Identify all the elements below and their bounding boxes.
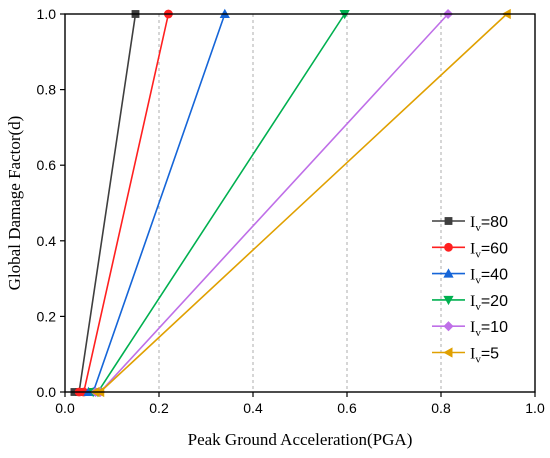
tick-layer: 0.0 0.2 0.4 0.6 0.8 1.0 0.0 0.2 0.4 0.6 0.8 1.0 bbox=[37, 6, 545, 416]
legend: Iv=80 Iv=60 Iv=40 Iv=20 Iv=10 Iv=5 bbox=[432, 214, 508, 366]
x-tick-label: 0.8 bbox=[431, 400, 451, 416]
plot-frame bbox=[64, 13, 536, 393]
legend-marker bbox=[443, 321, 454, 332]
legend-label: Iv=60 bbox=[470, 240, 508, 260]
legend-label: Iv=10 bbox=[470, 319, 508, 339]
x-axis-title: Peak Ground Acceleration(PGA) bbox=[188, 430, 413, 449]
y-axis-title: Global Damage Factor(d) bbox=[5, 116, 24, 291]
legend-marker bbox=[443, 347, 453, 358]
y-tick-label: 0.2 bbox=[37, 308, 57, 324]
series-4 bbox=[90, 8, 454, 398]
series-line bbox=[88, 13, 226, 393]
legend-marker bbox=[444, 242, 453, 252]
series-line bbox=[95, 13, 449, 393]
legend-item: Iv=60 bbox=[432, 240, 508, 260]
legend-label: Iv=5 bbox=[470, 346, 499, 366]
series-line bbox=[93, 13, 346, 393]
legend-item: Iv=20 bbox=[432, 293, 508, 313]
series-line bbox=[95, 13, 508, 393]
legend-label: Iv=80 bbox=[470, 214, 508, 234]
y-tick-label: 0.0 bbox=[37, 384, 57, 400]
y-tick-label: 0.6 bbox=[37, 157, 57, 173]
y-tick-label: 0.8 bbox=[37, 82, 57, 98]
legend-marker bbox=[443, 295, 454, 306]
series-line bbox=[79, 13, 170, 393]
y-tick-label: 0.4 bbox=[37, 233, 57, 249]
legend-marker bbox=[444, 217, 453, 225]
series-5 bbox=[90, 8, 511, 398]
grid-layer bbox=[158, 14, 442, 392]
x-tick-label: 1.0 bbox=[525, 400, 545, 416]
legend-item: Iv=80 bbox=[432, 214, 508, 234]
y-tick-label: 1.0 bbox=[37, 6, 57, 22]
legend-label: Iv=20 bbox=[470, 293, 508, 313]
legend-label: Iv=40 bbox=[470, 267, 508, 287]
x-tick-label: 0.6 bbox=[337, 400, 357, 416]
legend-marker bbox=[443, 268, 454, 278]
series-0 bbox=[70, 10, 140, 396]
x-tick-label: 0.0 bbox=[55, 400, 75, 416]
legend-item: Iv=10 bbox=[432, 319, 508, 339]
x-tick-label: 0.2 bbox=[149, 400, 169, 416]
series-layer bbox=[70, 8, 511, 398]
legend-item: Iv=5 bbox=[432, 346, 499, 366]
x-tick-label: 0.4 bbox=[243, 400, 263, 416]
legend-item: Iv=40 bbox=[432, 267, 508, 287]
